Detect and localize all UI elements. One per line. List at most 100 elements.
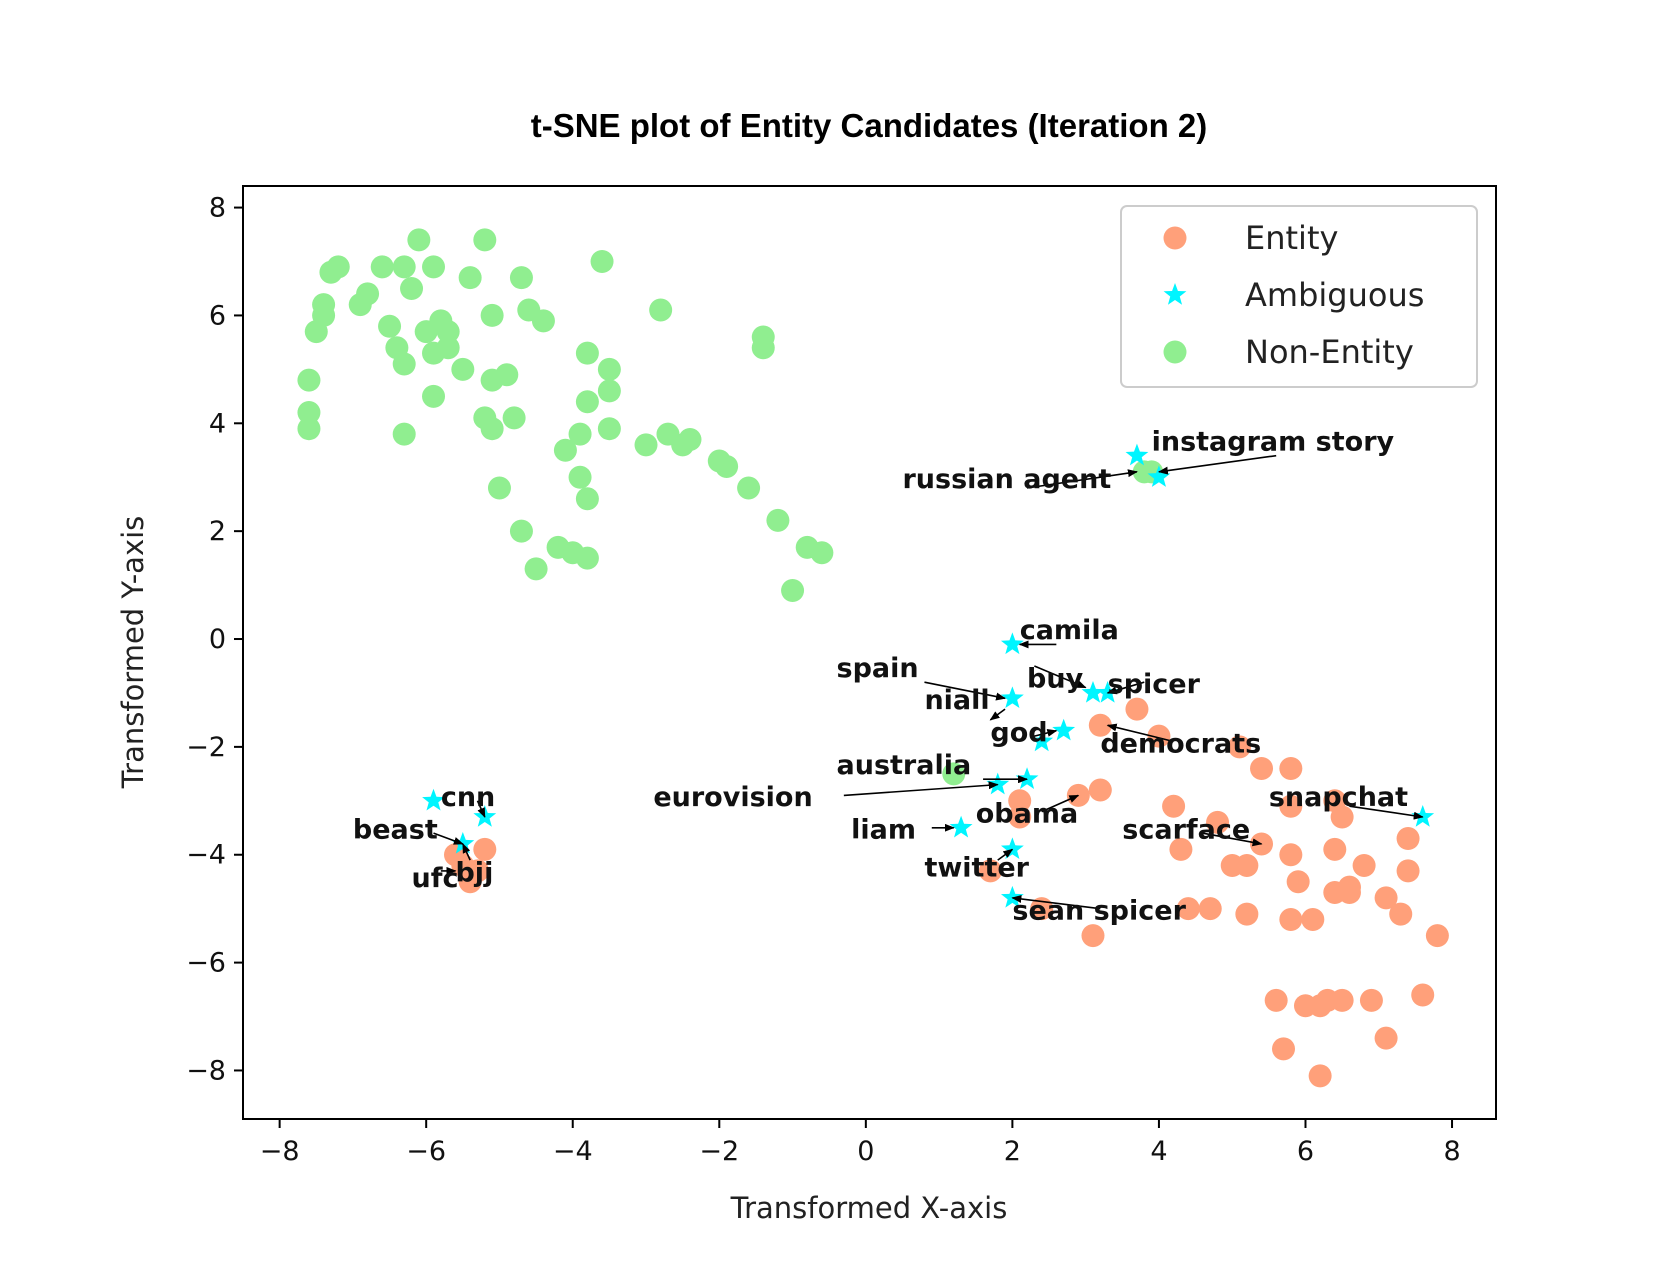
legend-box: [1120, 205, 1478, 388]
annotation-arrow-buy: [1034, 665, 1087, 689]
entity-point: [1125, 697, 1149, 721]
non-entity-point: [751, 336, 775, 360]
annotation-arrow-instagram-story: [1157, 454, 1277, 475]
annotation-arrow-democrats: [1106, 723, 1174, 743]
entity-point: [1337, 880, 1361, 904]
y-tick-label: 6: [209, 300, 226, 331]
non-entity-point: [509, 266, 533, 290]
ambiguous-point: [1015, 767, 1039, 789]
legend: Entity Ambiguous Non-Entity: [1120, 205, 1478, 388]
non-entity-point: [451, 357, 475, 381]
entity-point: [1389, 902, 1413, 926]
x-tick-label: 6: [1297, 1136, 1314, 1167]
ambiguous-point: [1081, 680, 1105, 703]
y-tick-label: 0: [209, 624, 226, 655]
chart-title: t-SNE plot of Entity Candidates (Iterati…: [531, 107, 1208, 144]
y-tick-label: 4: [209, 408, 226, 439]
entity-point: [1396, 827, 1420, 851]
non-entity-point: [392, 422, 416, 446]
points-layer: [297, 228, 1449, 1088]
non-entity-point: [370, 255, 394, 279]
annotation-arrow-russian-agent: [1026, 469, 1138, 489]
non-entity-point: [590, 250, 614, 274]
entity-point: [1206, 810, 1230, 834]
ambiguous-point: [986, 772, 1010, 795]
non-entity-point: [737, 476, 761, 500]
entity-point: [473, 837, 497, 861]
legend-label-non-entity: Non-Entity: [1245, 333, 1414, 371]
annotation-label-bjj: bjj: [455, 858, 493, 889]
non-entity-point: [400, 276, 424, 300]
non-entity-point: [810, 541, 834, 565]
annotation-arrow-niall: [989, 708, 1006, 721]
annotation-label-scarface: scarface: [1122, 815, 1250, 846]
annotation-label-democrats: democrats: [1100, 728, 1261, 759]
non-entity-point: [568, 422, 592, 446]
non-entity-point: [436, 320, 460, 344]
entity-point: [1279, 756, 1303, 780]
entity-point: [1081, 924, 1105, 948]
annotation-arrow-spicer: [1106, 681, 1145, 695]
non-entity-point: [575, 487, 599, 511]
entity-point: [1374, 1026, 1398, 1050]
y-tick-label: −8: [186, 1055, 226, 1086]
y-axis-label: Transformed Y-axis: [116, 516, 150, 790]
x-axis-label: Transformed X-axis: [730, 1191, 1008, 1225]
entity-point: [1308, 1064, 1332, 1088]
annotation-label-niall: niall: [924, 685, 989, 716]
annotation-label-liam: liam: [851, 815, 916, 846]
ambiguous-point: [1000, 686, 1024, 709]
entity-point: [1286, 870, 1310, 894]
annotation-arrow-beast: [433, 832, 464, 845]
non-entity-point: [649, 298, 673, 322]
non-entity-point: [356, 282, 380, 306]
y-tick-label: 8: [209, 193, 226, 224]
entity-point: [1279, 907, 1303, 931]
annotation-label-sean-spicer: sean spicer: [1012, 895, 1186, 926]
legend-label-entity: Entity: [1245, 219, 1338, 257]
non-entity-point: [473, 228, 497, 252]
non-entity-point: [326, 255, 350, 279]
annotation-label-ufc: ufc: [412, 863, 459, 894]
legend-marker-ambiguous: [1163, 283, 1187, 305]
non-entity-point: [480, 417, 504, 441]
annotation-arrow-snapchat: [1349, 805, 1424, 820]
annotation-arrow-god: [1034, 728, 1058, 737]
non-entity-point: [553, 438, 577, 462]
non-entity-point: [678, 427, 702, 451]
non-entity-point: [568, 465, 592, 489]
entity-point: [1301, 907, 1325, 931]
annotation-arrow-scarface: [1202, 832, 1263, 847]
non-entity-point: [634, 433, 658, 457]
x-tick-label: 0: [857, 1136, 874, 1167]
annotation-label-instagram-story: instagram story: [1152, 426, 1395, 457]
non-entity-point: [495, 363, 519, 387]
ambiguous-point: [1000, 837, 1024, 860]
non-entity-point: [436, 336, 460, 360]
entity-point: [1169, 837, 1193, 861]
entity-point: [978, 859, 1002, 883]
non-entity-point: [597, 379, 621, 403]
entity-point: [1279, 843, 1303, 867]
x-tick-label: −2: [699, 1136, 739, 1167]
entity-point: [465, 859, 489, 883]
non-entity-point: [575, 546, 599, 570]
y-tick-label: −6: [186, 948, 226, 979]
ambiguous-point: [1030, 729, 1054, 752]
legend-marker-non-entity: [1163, 340, 1187, 364]
ambiguous-point: [1147, 465, 1171, 487]
annotation-label-god: god: [990, 717, 1047, 748]
non-entity-point: [487, 476, 511, 500]
ambiguous-point: [949, 815, 973, 838]
non-entity-point: [597, 417, 621, 441]
annotation-label-snapchat: snapchat: [1269, 782, 1408, 813]
annotation-arrow-eurovision: [843, 781, 999, 797]
y-tick-label: −2: [186, 732, 226, 763]
non-entity-point: [297, 417, 321, 441]
non-entity-point: [422, 384, 446, 408]
annotation-label-buy: buy: [1027, 664, 1084, 695]
entity-point: [1147, 724, 1171, 748]
non-entity-point: [407, 228, 431, 252]
